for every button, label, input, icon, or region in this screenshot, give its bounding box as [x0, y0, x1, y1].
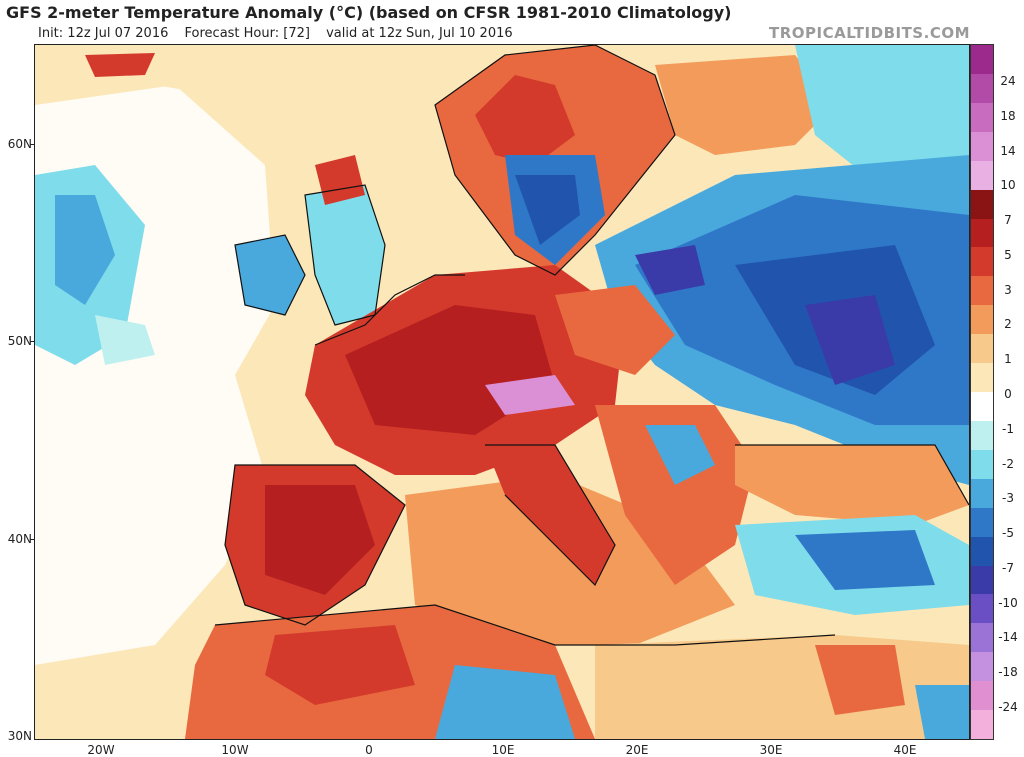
colorbar-label: -10	[998, 595, 1018, 610]
anomaly-map-canvas	[35, 45, 969, 739]
sahara-cool	[435, 665, 575, 739]
colorbar-segment	[971, 334, 993, 364]
atlantic-cool-core	[55, 195, 115, 305]
colorbar-segment	[971, 45, 993, 75]
colorbar-segment	[971, 189, 993, 219]
colorbar-segment	[971, 276, 993, 306]
lon-label: 10W	[221, 743, 249, 757]
coastlines	[214, 45, 969, 646]
colorbar-label: 10	[1000, 178, 1016, 193]
colorbar-segment	[971, 507, 993, 538]
colorbar-label: -3	[1002, 491, 1014, 506]
morocco-hot	[265, 625, 415, 705]
colorbar	[970, 44, 994, 740]
colorbar-label: 0	[1004, 387, 1012, 401]
lat-tick	[30, 341, 34, 342]
colorbar-segment	[971, 363, 993, 393]
poland-warm	[555, 285, 675, 375]
ireland-cool	[235, 235, 305, 315]
atlantic-light-cool	[95, 315, 155, 365]
lat-label: 60N	[7, 137, 32, 151]
lat-tick	[30, 539, 34, 540]
lon-label: 20W	[87, 743, 115, 757]
finland-warm	[655, 55, 835, 155]
colorbar-segment	[971, 565, 993, 595]
colorbar-label: -18	[998, 665, 1018, 680]
colorbar-segment	[971, 392, 993, 422]
lon-label: 20E	[625, 743, 649, 757]
norway-hot	[475, 75, 575, 165]
north-russia-cool	[795, 45, 969, 175]
colorbar-label: -1	[1002, 421, 1014, 436]
brand-watermark[interactable]: TROPICALTIDBITS.COM	[769, 24, 970, 42]
init-time: Init: 12z Jul 07 2016	[38, 26, 169, 41]
colorbar-segment	[971, 710, 993, 740]
middle-east-warm	[815, 645, 905, 715]
ukraine-very-cold	[805, 295, 895, 385]
colorbar-label: -24	[998, 700, 1018, 714]
scotland-warm	[315, 155, 365, 205]
colorbar-label: -7	[1002, 560, 1014, 575]
balkans-warm	[595, 405, 755, 585]
italy-hot	[485, 445, 615, 585]
colorbar-segment	[971, 594, 993, 624]
colorbar-label: -2	[1002, 456, 1014, 471]
valid-time: valid at 12z Sun, Jul 10 2016	[326, 26, 513, 41]
lat-label: 40N	[7, 532, 32, 546]
lat-tick	[30, 144, 34, 145]
map-title: GFS 2-meter Temperature Anomaly (°C) (ba…	[6, 3, 732, 22]
colorbar-label: 14	[1000, 143, 1016, 158]
colorbar-segment	[971, 73, 993, 104]
map-subtitle: Init: 12z Jul 07 2016 Forecast Hour: [72…	[38, 26, 525, 41]
arabia-cool	[915, 685, 969, 739]
lat-label: 50N	[7, 334, 32, 348]
colorbar-segment	[971, 449, 993, 480]
colorbar-segment	[971, 102, 993, 133]
britain-cool	[305, 185, 385, 325]
baltic-very-cold	[635, 245, 705, 295]
colorbar-label: 24	[1000, 74, 1016, 88]
colorbar-segment	[971, 623, 993, 653]
forecast-hour: Forecast Hour: [72]	[184, 26, 310, 41]
anomaly-map	[34, 44, 970, 740]
colorbar-segment	[971, 247, 993, 277]
colorbar-label: 1	[1004, 352, 1012, 367]
colorbar-segment	[971, 536, 993, 566]
colorbar-label: -5	[1002, 526, 1014, 541]
black-sea-warm	[735, 445, 969, 525]
colorbar-label: 18	[1000, 108, 1016, 123]
colorbar-segment	[971, 160, 993, 191]
lon-label: 0	[365, 743, 373, 757]
colorbar-segment	[971, 305, 993, 335]
turkey-cold	[795, 530, 935, 590]
lon-label: 10E	[491, 743, 515, 757]
colorbar-label: 2	[1004, 317, 1012, 332]
colorbar-label: 7	[1004, 213, 1012, 228]
colorbar-segment	[971, 652, 993, 682]
libya-egypt-mild	[595, 635, 969, 739]
lon-label: 30E	[759, 743, 783, 757]
colorbar-segment	[971, 681, 993, 711]
alps-extreme	[485, 375, 575, 415]
colorbar-label: 3	[1004, 282, 1012, 297]
colorbar-segment	[971, 420, 993, 451]
spain-hot-core	[265, 485, 375, 595]
balkans-cool-spot	[645, 425, 715, 485]
colorbar-segment	[971, 218, 993, 248]
colorbar-segment	[971, 478, 993, 509]
lon-label: 40E	[893, 743, 917, 757]
colorbar-label: -14	[998, 630, 1018, 645]
colorbar-segment	[971, 131, 993, 162]
lat-label: 30N	[7, 729, 32, 743]
iceland-warm	[85, 53, 155, 77]
north-atlantic	[75, 45, 435, 145]
colorbar-label: 5	[1004, 247, 1012, 262]
sweden-cold	[515, 175, 580, 245]
